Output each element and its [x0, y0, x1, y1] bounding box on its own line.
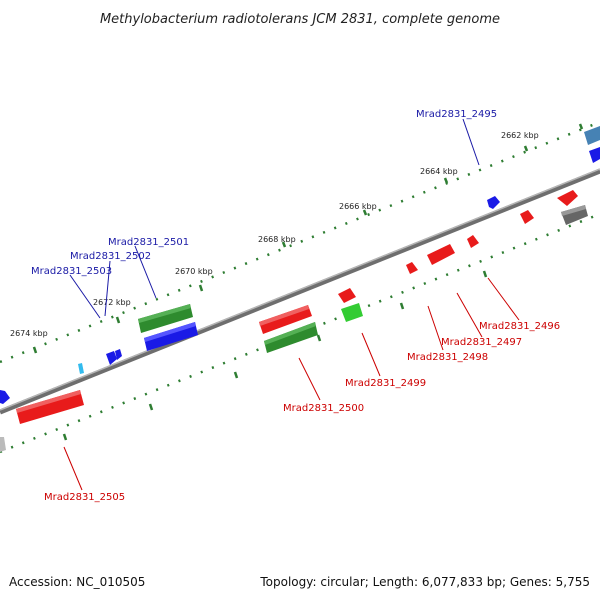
- gene-label-2496[interactable]: Mrad2831_2496: [479, 321, 560, 332]
- genome-title: Methylobacterium radiotolerans JCM 2831,…: [100, 12, 500, 27]
- major-tick: [115, 316, 121, 324]
- major-tick: [281, 241, 287, 248]
- leader-2498: [427, 305, 444, 351]
- major-ticks: [32, 123, 584, 441]
- gene-2502-highlight: [144, 322, 196, 342]
- major-tick: [62, 433, 68, 441]
- forward-features: [0, 126, 600, 404]
- major-tick: [578, 123, 584, 130]
- gene-2498-feature[interactable]: [406, 262, 418, 274]
- major-tick: [523, 145, 529, 152]
- gene-label-2503[interactable]: Mrad2831_2503: [31, 266, 112, 277]
- forward-gene-labels: Mrad2831_2495 Mrad2831_2501 Mrad2831_250…: [31, 109, 497, 277]
- gene-label-2495[interactable]: Mrad2831_2495: [416, 109, 497, 120]
- gene-feature-steel[interactable]: [584, 126, 600, 145]
- gene-feature-blue[interactable]: [589, 147, 600, 163]
- kbp-label: 2670 kbp: [175, 267, 213, 276]
- leader-2499: [361, 332, 381, 377]
- major-tick: [443, 177, 449, 184]
- major-tick: [482, 270, 488, 278]
- kbp-label: 2674 kbp: [10, 329, 48, 338]
- backbone-line: [0, 168, 600, 415]
- genome-backbone: [0, 168, 600, 415]
- gene-2505-highlight: [16, 390, 81, 413]
- leader-2505: [63, 446, 83, 491]
- genome-summary-text: Topology: circular; Length: 6,077,833 bp…: [259, 575, 590, 589]
- major-tick: [399, 302, 405, 310]
- gene-feature-green-highlight: [264, 322, 316, 345]
- reverse-features: [0, 190, 588, 452]
- gene-label-2505[interactable]: Mrad2831_2505: [44, 492, 125, 503]
- gene-label-2501[interactable]: Mrad2831_2501: [108, 237, 189, 248]
- leader-2503: [69, 274, 101, 319]
- kbp-label: 2662 kbp: [501, 131, 539, 140]
- kbp-labels: 2662 kbp 2664 kbp 2666 kbp 2668 kbp 2670…: [10, 131, 539, 338]
- major-tick: [233, 371, 239, 379]
- leader-2497: [456, 292, 483, 338]
- accession-text: Accession: NC_010505: [9, 575, 145, 589]
- gene-2496-feature[interactable]: [467, 235, 479, 248]
- gene-2499-feature[interactable]: [341, 303, 363, 322]
- gene-label-2499[interactable]: Mrad2831_2499: [345, 378, 426, 389]
- gene-2500-highlight: [259, 305, 309, 326]
- leader-2502: [104, 260, 111, 317]
- gene-label-2498[interactable]: Mrad2831_2498: [407, 352, 488, 363]
- kbp-label: 2668 kbp: [258, 235, 296, 244]
- label-leaders: [63, 118, 520, 491]
- kbp-label: 2664 kbp: [420, 167, 458, 176]
- gene-2503-feature[interactable]: [106, 351, 117, 365]
- gene-2495-feature[interactable]: [487, 196, 500, 209]
- gene-2497-feature[interactable]: [427, 244, 455, 265]
- major-tick: [362, 209, 368, 216]
- gene-label-2500[interactable]: Mrad2831_2500: [283, 403, 364, 414]
- gene-feature-small-blue[interactable]: [115, 349, 122, 360]
- gene-feature-cyan[interactable]: [78, 363, 84, 374]
- major-tick: [32, 346, 38, 354]
- gene-label-2497[interactable]: Mrad2831_2497: [441, 337, 522, 348]
- reverse-gene-labels: Mrad2831_2496 Mrad2831_2497 Mrad2831_249…: [44, 321, 560, 503]
- leader-2501: [134, 245, 157, 299]
- kbp-label: 2672 kbp: [93, 298, 131, 307]
- gene-2505-feature[interactable]: [16, 390, 84, 424]
- major-tick: [148, 403, 154, 411]
- leader-2495: [462, 118, 480, 166]
- gene-feature-edge-blue[interactable]: [0, 390, 10, 404]
- gene-feature-red-small[interactable]: [520, 210, 534, 224]
- leader-2496: [487, 277, 520, 321]
- gene-feature-red-2[interactable]: [338, 288, 356, 303]
- major-tick: [316, 334, 322, 342]
- gene-feature-red[interactable]: [557, 190, 578, 206]
- gene-feature-grey-highlight: [561, 205, 586, 216]
- leader-2500: [298, 357, 321, 401]
- backbone-highlight: [0, 168, 600, 411]
- gene-feature-edge-grey[interactable]: [0, 437, 6, 452]
- major-tick: [198, 284, 204, 292]
- gene-label-2502[interactable]: Mrad2831_2502: [70, 251, 151, 262]
- gene-2501-highlight: [138, 304, 191, 323]
- kbp-label: 2666 kbp: [339, 202, 377, 211]
